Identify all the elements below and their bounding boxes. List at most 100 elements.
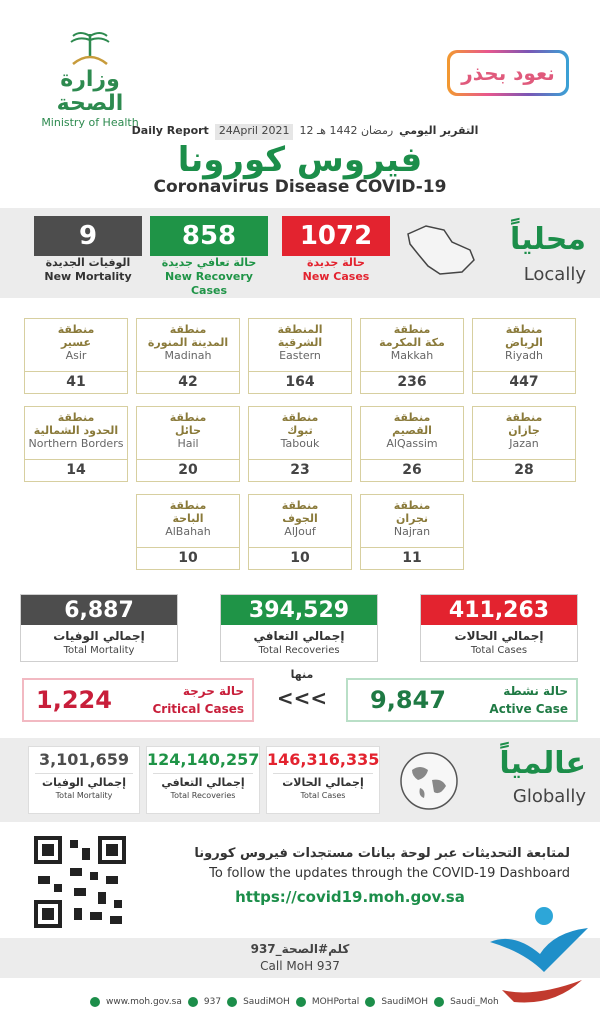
region-card: منطقة نجران Najran 11 (360, 494, 464, 570)
active-cases-card: 9,847 حالة نشطة Active Case (346, 678, 578, 722)
region-value: 236 (361, 371, 463, 393)
new-cases-label-ar: حالة جديدة (307, 256, 365, 269)
region-card: منطقة عسير Asir 41 (24, 318, 128, 394)
greg-date: 24April 2021 (214, 124, 294, 140)
globe-icon (400, 752, 458, 810)
region-name-en: Northern Borders (28, 437, 124, 450)
region-name-ar: القصيم (392, 424, 432, 437)
global-cases-label-ar: إجمالي الحالات (273, 773, 373, 790)
region-name-ar: تبوك (287, 424, 313, 437)
critical-cases-card: 1,224 حالة حرجة Critical Cases (22, 678, 254, 722)
total-mortality-card: 6,887 إجمالي الوفيات Total Mortality (20, 594, 178, 662)
global-mortality-value: 3,101,659 (38, 750, 130, 769)
region-card: منطقة تبوك Tabouk 23 (248, 406, 352, 482)
region-name-en: Riyadh (505, 349, 543, 362)
critical-cases-label-ar: حالة حرجة (182, 684, 244, 698)
region-card: المنطقة الشرقية Eastern 164 (248, 318, 352, 394)
region-name-en: AlQassim (386, 437, 438, 450)
dashboard-link[interactable]: https://covid19.moh.gov.sa (235, 888, 465, 906)
new-mortality-value: 9 (34, 216, 142, 256)
of-which-label: منها (290, 668, 314, 681)
global-recoveries-value: 124,140,257 (147, 750, 260, 769)
region-name-en: Eastern (279, 349, 321, 362)
active-cases-value: 9,847 (370, 686, 446, 714)
region-prefix-ar: منطقة (505, 323, 543, 336)
globally-title-ar: عالمياً (499, 746, 586, 781)
region-prefix-ar: منطقة (393, 411, 431, 424)
locally-title-en: Locally (523, 264, 586, 285)
region-prefix-ar: منطقة (393, 323, 431, 336)
region-prefix-ar: منطقة (281, 499, 319, 512)
total-mortality-label-ar: إجمالي الوفيات (53, 629, 145, 643)
global-cases-value: 146,316,335 (267, 750, 380, 769)
region-name-en: Jazan (509, 437, 539, 450)
region-label: منطقة الباحة AlBahah (137, 495, 239, 547)
region-prefix-ar: منطقة (57, 323, 95, 336)
report-line: Daily Report 24April 2021 12 رمضان 1442 … (132, 124, 478, 140)
active-cases-label-ar: حالة نشطة (503, 684, 568, 698)
region-value: 28 (473, 459, 575, 481)
global-recoveries-label-ar: إجمالي التعافي (153, 773, 253, 790)
total-cases-label-ar: إجمالي الحالات (454, 629, 544, 643)
total-mortality-label-en: Total Mortality (63, 645, 135, 656)
total-recoveries-value: 394,529 (221, 595, 377, 625)
social-twitter[interactable]: SaudiMOH (243, 997, 290, 1007)
region-value: 447 (473, 371, 575, 393)
qr-code-icon (30, 832, 130, 932)
region-card: منطقة جازان Jazan 28 (472, 406, 576, 482)
social-phone[interactable]: 937 (203, 997, 222, 1007)
global-recoveries-label-en: Total Recoveries (170, 791, 236, 800)
campaign-badge-text: نعود بحذر (450, 53, 566, 93)
region-name-ar: الباحة (172, 512, 204, 525)
region-value: 20 (137, 459, 239, 481)
critical-cases-value: 1,224 (36, 686, 112, 714)
region-label: منطقة حائل Hail (137, 407, 239, 459)
region-prefix-ar: منطقة (57, 411, 95, 424)
total-mortality-value: 6,887 (21, 595, 177, 625)
region-name-en: Makkah (390, 349, 434, 362)
social-youtube[interactable]: MOHPortal (311, 997, 360, 1007)
region-label: منطقة تبوك Tabouk (249, 407, 351, 459)
phone-icon (187, 997, 198, 1007)
total-recoveries-label-ar: إجمالي التعافي (253, 629, 345, 643)
region-value: 42 (137, 371, 239, 393)
region-value: 41 (25, 371, 127, 393)
critical-cases-label-en: Critical Cases (152, 702, 244, 716)
region-prefix-ar: منطقة (393, 499, 431, 512)
global-mortality-label-en: Total Mortality (55, 791, 113, 800)
total-recoveries-card: 394,529 إجمالي التعافي Total Recoveries (220, 594, 378, 662)
region-name-ar: المدينة المنورة (147, 336, 229, 349)
region-prefix-ar: منطقة (281, 411, 319, 424)
call-label-ar: كلم#الصحة_937 (250, 942, 350, 956)
global-recoveries-card: 124,140,257 إجمالي التعافي Total Recover… (146, 746, 260, 814)
new-recovery-label-ar: حالة تعافي جديدة (161, 256, 257, 269)
instagram-icon (365, 997, 376, 1007)
new-recovery-label-en: New Recovery Cases (165, 270, 253, 297)
region-prefix-ar: المنطقة (277, 323, 323, 336)
snapchat-icon (434, 997, 445, 1007)
call-band: كلم#الصحة_937 Call MoH 937 (0, 938, 600, 978)
social-snapchat[interactable]: Saudi_Moh (450, 997, 499, 1007)
region-name-en: Hail (177, 437, 199, 450)
new-cases-stat: 1072 حالة جديدة New Cases (282, 216, 390, 284)
region-value: 10 (249, 547, 351, 569)
region-name-ar: الحدود الشمالية (33, 424, 119, 437)
region-name-ar: الرياض (505, 336, 543, 349)
region-label: منطقة عسير Asir (25, 319, 127, 371)
region-name-en: Madinah (164, 349, 212, 362)
youtube-icon (295, 997, 306, 1007)
total-recoveries-label-en: Total Recoveries (258, 645, 340, 656)
region-name-ar: حائل (174, 424, 201, 437)
social-website[interactable]: www.moh.gov.sa (106, 997, 182, 1007)
region-value: 164 (249, 371, 351, 393)
new-mortality-stat: 9 الوفيات الجديدة New Mortality (34, 216, 142, 284)
total-cases-value: 411,263 (421, 595, 577, 625)
new-mortality-label-en: New Mortality (44, 270, 132, 283)
region-card: منطقة المدينة المنورة Madinah 42 (136, 318, 240, 394)
web-icon (90, 997, 100, 1007)
moh-name-en: Ministry of Health (41, 116, 139, 129)
moh-name-ar: وزارة الصحة (56, 67, 124, 116)
region-label: منطقة جازان Jazan (473, 407, 575, 459)
social-instagram[interactable]: SaudiMOH (381, 997, 429, 1007)
locally-title-ar: محلياً (510, 222, 586, 257)
